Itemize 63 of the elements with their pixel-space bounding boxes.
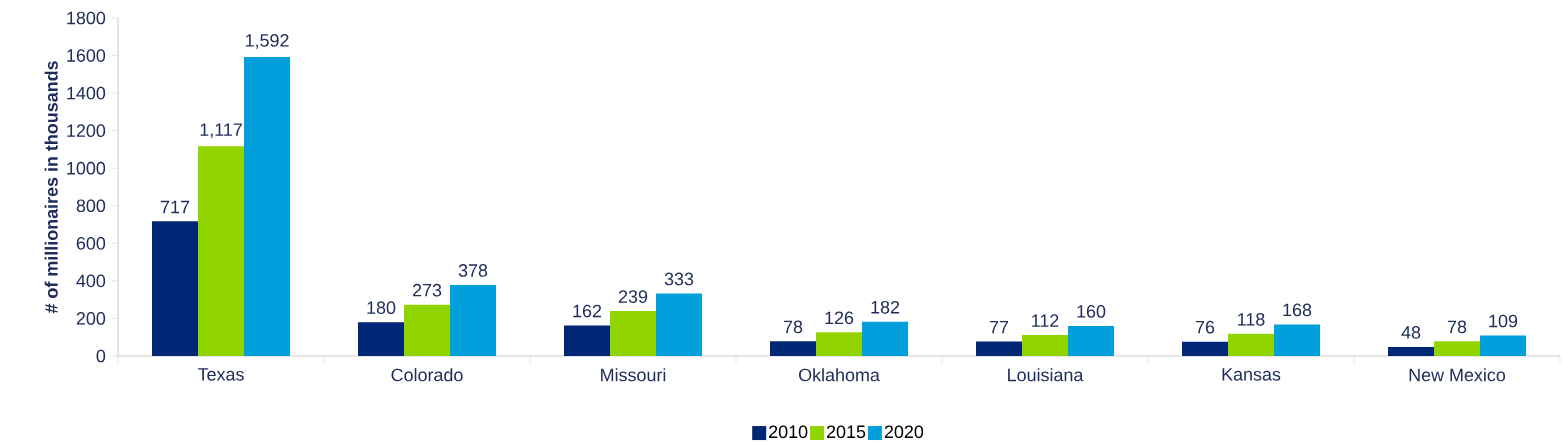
y-tick-label: 800 bbox=[76, 199, 106, 213]
bar bbox=[1434, 341, 1481, 356]
legend-label: 2010 bbox=[769, 425, 808, 439]
data-label: 109 bbox=[1489, 314, 1518, 328]
bar bbox=[976, 341, 1023, 356]
data-label: 1,117 bbox=[200, 123, 242, 139]
data-label: 76 bbox=[1195, 320, 1215, 334]
legend-label: 2020 bbox=[884, 425, 924, 439]
data-label: 48 bbox=[1401, 326, 1421, 339]
y-tick-label: 1200 bbox=[67, 124, 106, 137]
bar bbox=[1022, 334, 1069, 356]
bar bbox=[610, 311, 657, 356]
y-tick-label: 600 bbox=[76, 236, 106, 250]
data-label: 126 bbox=[825, 311, 854, 325]
x-tick-label: Louisiana bbox=[1008, 368, 1084, 382]
data-label: 333 bbox=[664, 272, 694, 286]
bar bbox=[244, 57, 291, 356]
data-label: 378 bbox=[458, 264, 488, 277]
data-label: 160 bbox=[1077, 305, 1106, 318]
x-tick-label: Oklahoma bbox=[799, 368, 880, 382]
bar bbox=[1480, 335, 1527, 356]
y-tick-label: 1400 bbox=[67, 86, 106, 100]
x-tick-label: Kansas bbox=[1222, 368, 1281, 381]
bar bbox=[404, 304, 451, 356]
bar bbox=[656, 293, 703, 356]
x-tick-label: Texas bbox=[198, 368, 244, 381]
data-label: 112 bbox=[1032, 314, 1059, 327]
x-tick-label: New Mexico bbox=[1409, 368, 1506, 382]
y-axis-title: # of millionaires in thousands bbox=[44, 61, 58, 314]
y-tick-label: 1800 bbox=[67, 11, 106, 25]
y-tick-label: 200 bbox=[76, 312, 106, 325]
y-tick-label: 1600 bbox=[67, 49, 106, 62]
data-label: 168 bbox=[1283, 303, 1312, 317]
bar bbox=[152, 221, 199, 356]
data-label: 182 bbox=[871, 300, 900, 314]
bar bbox=[198, 146, 245, 356]
data-label: 77 bbox=[989, 321, 1009, 334]
data-label: 162 bbox=[573, 304, 602, 318]
bar bbox=[1228, 333, 1275, 356]
bar bbox=[862, 321, 909, 356]
data-label: 118 bbox=[1238, 312, 1265, 326]
bar bbox=[358, 322, 405, 356]
data-label: 273 bbox=[412, 283, 442, 297]
data-label: 1,592 bbox=[245, 34, 289, 49]
x-tick-label: Colorado bbox=[391, 368, 463, 382]
legend-label: 2015 bbox=[826, 425, 866, 439]
bar bbox=[450, 285, 497, 356]
data-label: 180 bbox=[367, 301, 396, 315]
bar bbox=[1182, 341, 1229, 356]
data-label: 239 bbox=[618, 290, 648, 303]
bar bbox=[1274, 324, 1321, 356]
data-label: 717 bbox=[160, 200, 190, 214]
bar bbox=[1388, 346, 1435, 356]
data-label: 78 bbox=[1447, 320, 1467, 334]
bar bbox=[564, 325, 611, 356]
bar bbox=[1068, 325, 1115, 356]
x-tick-label: Missouri bbox=[601, 368, 666, 382]
bar bbox=[816, 332, 863, 356]
y-tick-label: 1000 bbox=[67, 161, 106, 175]
y-tick-label: 400 bbox=[76, 274, 106, 288]
bar bbox=[770, 341, 817, 356]
data-label: 78 bbox=[783, 320, 803, 334]
y-tick-label: 0 bbox=[96, 349, 106, 363]
